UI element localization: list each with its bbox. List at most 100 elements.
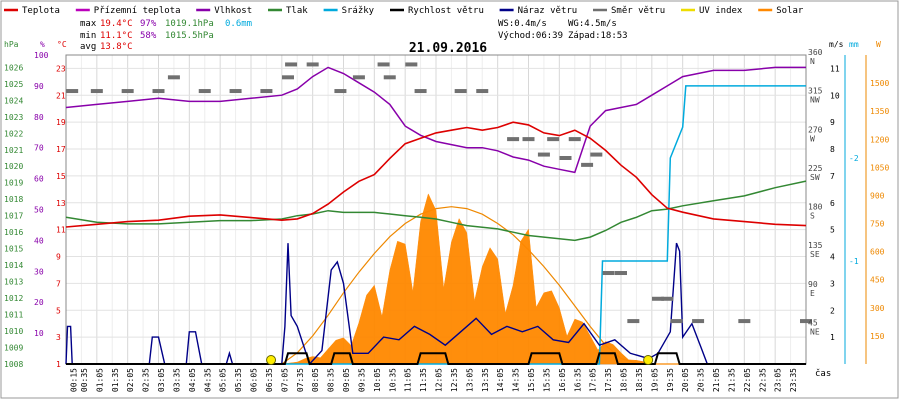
stat-sunrise: Východ:06:39 bbox=[498, 31, 563, 41]
axis-tick-temp: 7 bbox=[56, 279, 61, 288]
wind-direction-mark bbox=[377, 62, 390, 67]
axis-tick-time: 22:35 bbox=[758, 368, 767, 392]
axis-tick-ms: 8 bbox=[830, 145, 835, 154]
legend: Teplota Přízemní teplota Vlhkost Tlak Srážky… bbox=[4, 6, 804, 16]
uv-marker bbox=[643, 355, 654, 365]
axis-tick-direction: NE bbox=[810, 327, 820, 336]
axis-tick-time: 09:05 bbox=[342, 368, 351, 392]
axis-tick-direction: 180 bbox=[808, 203, 823, 212]
axis-unit-degc: °C bbox=[57, 40, 67, 49]
axis-tick-time: 11:05 bbox=[404, 368, 413, 392]
axis-tick-hpa: 1023 bbox=[4, 113, 23, 122]
stat-min-temp: 11.1°C bbox=[100, 31, 133, 41]
wind-direction-mark bbox=[90, 89, 103, 94]
legend-item: Rychlost větru bbox=[390, 6, 484, 16]
axis-tick-time: 21:05 bbox=[712, 368, 721, 392]
axis-tick-direction: E bbox=[810, 289, 815, 298]
axis-tick-direction: 270 bbox=[808, 125, 823, 134]
axis-tick-direction: NW bbox=[810, 96, 820, 105]
axis-tick-w: 300 bbox=[870, 304, 885, 313]
solar-area bbox=[66, 193, 806, 365]
legend-label: Směr větru bbox=[611, 6, 665, 16]
wind-direction-mark bbox=[568, 137, 581, 142]
stat-min-press: 1015.5hPa bbox=[165, 31, 214, 41]
axes-layer: hPa% °C m/s mm Wčas1026102510241023102210211… bbox=[4, 40, 889, 392]
axis-tick-time: 07:05 bbox=[280, 368, 289, 392]
axis-tick-hpa: 1014 bbox=[4, 261, 23, 270]
axis-tick-temp: 11 bbox=[56, 226, 66, 235]
axis-tick-percent: 40 bbox=[34, 236, 44, 245]
axis-tick-time: 00:35 bbox=[80, 368, 89, 392]
axis-tick-direction: W bbox=[810, 134, 815, 143]
wind-direction-mark bbox=[121, 89, 134, 94]
axis-tick-hpa: 1009 bbox=[4, 344, 23, 353]
axis-tick-hpa: 1013 bbox=[4, 278, 23, 287]
stat-max-hum: 97% bbox=[140, 19, 157, 29]
axis-tick-percent: 80 bbox=[34, 113, 44, 122]
axis-tick-ms: 6 bbox=[830, 199, 835, 208]
wind-direction-mark bbox=[405, 62, 418, 67]
axis-tick-percent: 50 bbox=[34, 206, 44, 215]
axis-tick-hpa: 1015 bbox=[4, 245, 23, 254]
axis-tick-time: 14:35 bbox=[512, 368, 521, 392]
axis-tick-time: 06:35 bbox=[265, 368, 274, 392]
axis-tick-direction: 315 bbox=[808, 87, 823, 96]
axis-tick-temp: 17 bbox=[56, 145, 66, 154]
chart-title: 21.09.2016 bbox=[409, 41, 487, 56]
stat-max-press: 1019.1hPa bbox=[165, 19, 214, 29]
axis-tick-direction: S bbox=[810, 212, 815, 221]
wind-direction-mark bbox=[522, 137, 535, 142]
wind-direction-mark bbox=[627, 319, 640, 324]
axis-tick-percent: 90 bbox=[34, 82, 44, 91]
axis-tick-temp: 5 bbox=[56, 306, 61, 315]
axis-tick-direction: 225 bbox=[808, 164, 823, 173]
axis-tick-percent: 60 bbox=[34, 175, 44, 184]
axis-tick-temp: 15 bbox=[56, 172, 66, 181]
legend-label: Přízemní teplota bbox=[94, 6, 181, 16]
axis-tick-hpa: 1012 bbox=[4, 294, 23, 303]
axis-tick-time: 08:35 bbox=[327, 368, 336, 392]
axis-tick-time: 12:05 bbox=[435, 368, 444, 392]
axis-tick-ms: 3 bbox=[830, 279, 835, 288]
axis-tick-w: 450 bbox=[870, 276, 885, 285]
axis-tick-time: 01:35 bbox=[111, 368, 120, 392]
axis-tick-time: 08:05 bbox=[311, 368, 320, 392]
axis-unit-mm: mm bbox=[849, 40, 859, 49]
axis-unit-hpa: hPa bbox=[4, 40, 19, 49]
axis-tick-time: 22:05 bbox=[743, 368, 752, 392]
series-humidity bbox=[65, 66, 806, 174]
wind-direction-mark bbox=[414, 89, 427, 94]
legend-item: Srážky bbox=[323, 6, 375, 16]
axis-tick-time: 18:35 bbox=[635, 368, 644, 392]
legend-item: UV index bbox=[681, 6, 743, 16]
axis-unit-percent: % bbox=[40, 40, 45, 49]
legend-item: Směr větru bbox=[593, 6, 665, 16]
stat-avg-temp: 13.8°C bbox=[100, 42, 133, 52]
axis-tick-percent: 20 bbox=[34, 298, 44, 307]
wind-direction-mark bbox=[537, 152, 550, 157]
axis-tick-time: 20:35 bbox=[697, 368, 706, 392]
axis-tick-temp: 9 bbox=[56, 253, 61, 262]
axis-tick-time: 16:05 bbox=[558, 368, 567, 392]
axis-tick-hpa: 1017 bbox=[4, 212, 23, 221]
axis-tick-time: 09:35 bbox=[358, 368, 367, 392]
axis-tick-w: 750 bbox=[870, 220, 885, 229]
axis-tick-time: 15:35 bbox=[543, 368, 552, 392]
wind-direction-mark bbox=[590, 152, 603, 157]
wind-direction-mark bbox=[800, 319, 812, 324]
wind-direction-mark bbox=[476, 89, 489, 94]
legend-label: Tlak bbox=[286, 6, 308, 16]
axis-tick-direction: SW bbox=[810, 173, 820, 182]
axis-tick-time: 03:05 bbox=[157, 368, 166, 392]
axis-tick-direction: N bbox=[810, 57, 815, 66]
axis-tick-hpa: 1008 bbox=[4, 360, 23, 369]
uv-marker bbox=[266, 355, 277, 365]
axis-unit-w: W bbox=[876, 40, 881, 49]
axis-tick-time: 17:35 bbox=[604, 368, 613, 392]
wind-direction-mark bbox=[615, 271, 627, 276]
axis-tick-percent: 30 bbox=[34, 267, 44, 276]
axis-tick-ms: 1 bbox=[830, 333, 835, 342]
axis-tick-time: 15:05 bbox=[527, 368, 536, 392]
